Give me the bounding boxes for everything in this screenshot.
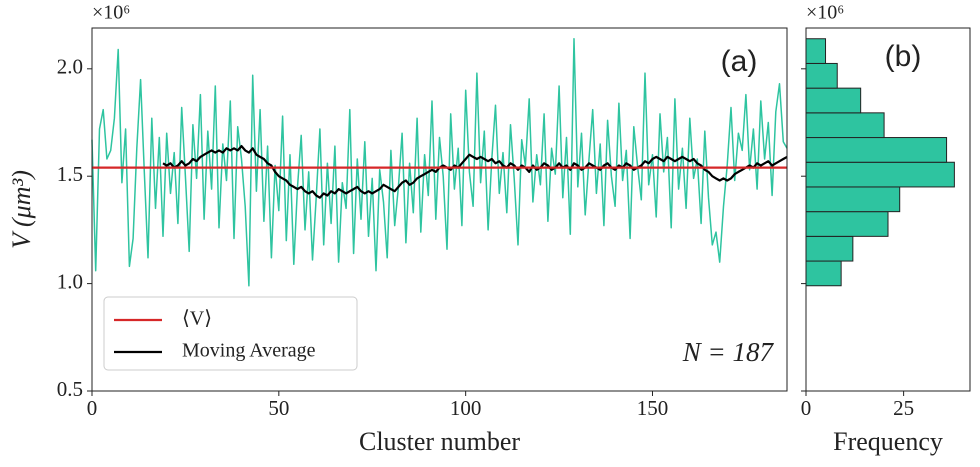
- series-line: [162, 145, 788, 199]
- x-tick-label: 100: [450, 396, 482, 420]
- axes-frame: [805, 27, 971, 392]
- histogram-bar: [805, 87, 862, 114]
- histogram-bar: [805, 38, 827, 64]
- x-axis-label: Frequency: [833, 427, 943, 456]
- legend-label: Moving Average: [182, 340, 316, 362]
- y-tick-label: 0.5: [57, 377, 83, 401]
- histogram-bar: [805, 137, 948, 163]
- histogram-bar: [805, 186, 901, 213]
- x-tick-label: 25: [893, 396, 914, 420]
- legend-label: ⟨V⟩: [182, 308, 212, 330]
- series-line: [91, 37, 788, 287]
- histogram-bar: [805, 211, 889, 237]
- histogram-bar: [805, 112, 885, 139]
- histogram-bar: [805, 62, 838, 89]
- x-tick-label: 150: [637, 396, 669, 420]
- axes-frame: [91, 27, 788, 392]
- panel-label: (a): [721, 45, 758, 78]
- y-tick-label: 1.0: [57, 269, 83, 293]
- histogram-bar: [805, 161, 955, 188]
- histogram-bar: [805, 235, 854, 262]
- x-tick-label: 50: [268, 396, 289, 420]
- y-tick-label: 1.5: [57, 162, 83, 186]
- offset-label: ×10⁶: [806, 2, 844, 24]
- offset-label: ×10⁶: [92, 2, 130, 24]
- panel-label: (b): [885, 40, 922, 73]
- legend-box: [103, 296, 358, 371]
- sample-size: N = 187: [682, 337, 775, 367]
- histogram-bar: [805, 260, 842, 287]
- x-tick-label: 0: [87, 396, 98, 420]
- x-tick-label: 0: [801, 396, 812, 420]
- y-axis-label: V (μm³): [7, 170, 36, 249]
- y-tick-label: 2.0: [57, 55, 83, 79]
- x-axis-label: Cluster number: [359, 427, 520, 456]
